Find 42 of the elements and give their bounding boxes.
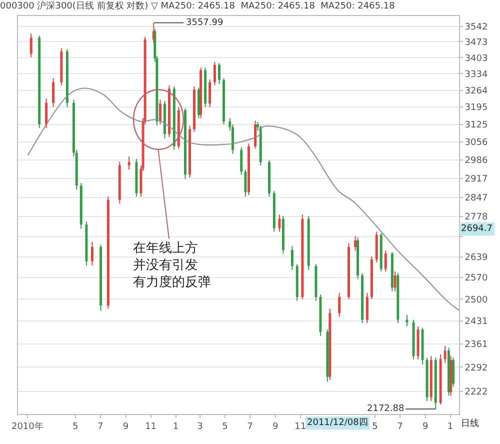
y-tick-label: 2292 (464, 363, 488, 374)
x-tick-label: 2010年 (11, 420, 44, 432)
x-tick-label: 11 (145, 422, 157, 432)
y-tick-label: 2570 (464, 274, 488, 284)
y-tick-label: 2639 (464, 252, 488, 263)
y-tick-label: 3056 (464, 138, 488, 148)
y-tick-label: 3125 (464, 120, 488, 131)
x-tick-label: 9 (272, 422, 279, 432)
x-tick-label: 5 (222, 422, 228, 432)
x-tick-label: 7 (397, 422, 403, 432)
y-tick-label: 2986 (464, 156, 488, 166)
x-tick-label: 1 (448, 422, 454, 432)
y-tick-label: 2778 (464, 212, 488, 223)
y-tick-label: 2847 (464, 194, 488, 204)
x-tick-label: 9 (122, 422, 129, 432)
x-tick-label: 3 (197, 422, 203, 432)
annotation: 2172.88 (367, 404, 404, 414)
line-series (27, 88, 459, 311)
chart-title: 000300 沪深300(日线 前复权 对数) ▽ MA250: 2465.18 MA250: 2465.18 MA250: 2465.18 (0, 0, 396, 12)
y-tick-label: 2917 (464, 174, 488, 184)
text: 2694.7 (461, 224, 492, 234)
y-tick-label: 3334 (464, 70, 488, 80)
annotation: 3557.99 (186, 18, 224, 28)
y-tick-label: 2431 (464, 317, 488, 328)
y-tick-label: 3473 (464, 38, 488, 48)
x-tick-label: 5 (72, 422, 78, 432)
text: 日线 (461, 418, 479, 429)
y-tick-label: 2222 (464, 388, 488, 398)
x-tick-label: 7 (247, 422, 253, 432)
y-tick-label: 3264 (464, 86, 488, 96)
y-tick-label: 2500 (464, 295, 488, 306)
x-tick-label: 9 (422, 422, 429, 432)
y-tick-label: 3403 (464, 54, 488, 64)
x-tick-label: 11 (294, 422, 306, 432)
x-tick-label: 1 (172, 422, 179, 432)
text: 2011/12/08四 (307, 418, 368, 428)
annotation: 在年线上方并没有引发有力度的反弹 (133, 240, 211, 290)
y-tick-label: 3195 (464, 103, 488, 114)
y-tick-label: 3542 (464, 22, 488, 32)
x-tick-label: 5 (372, 422, 378, 432)
x-tick-label: 7 (98, 422, 104, 432)
y-tick-label: 2361 (464, 340, 488, 350)
